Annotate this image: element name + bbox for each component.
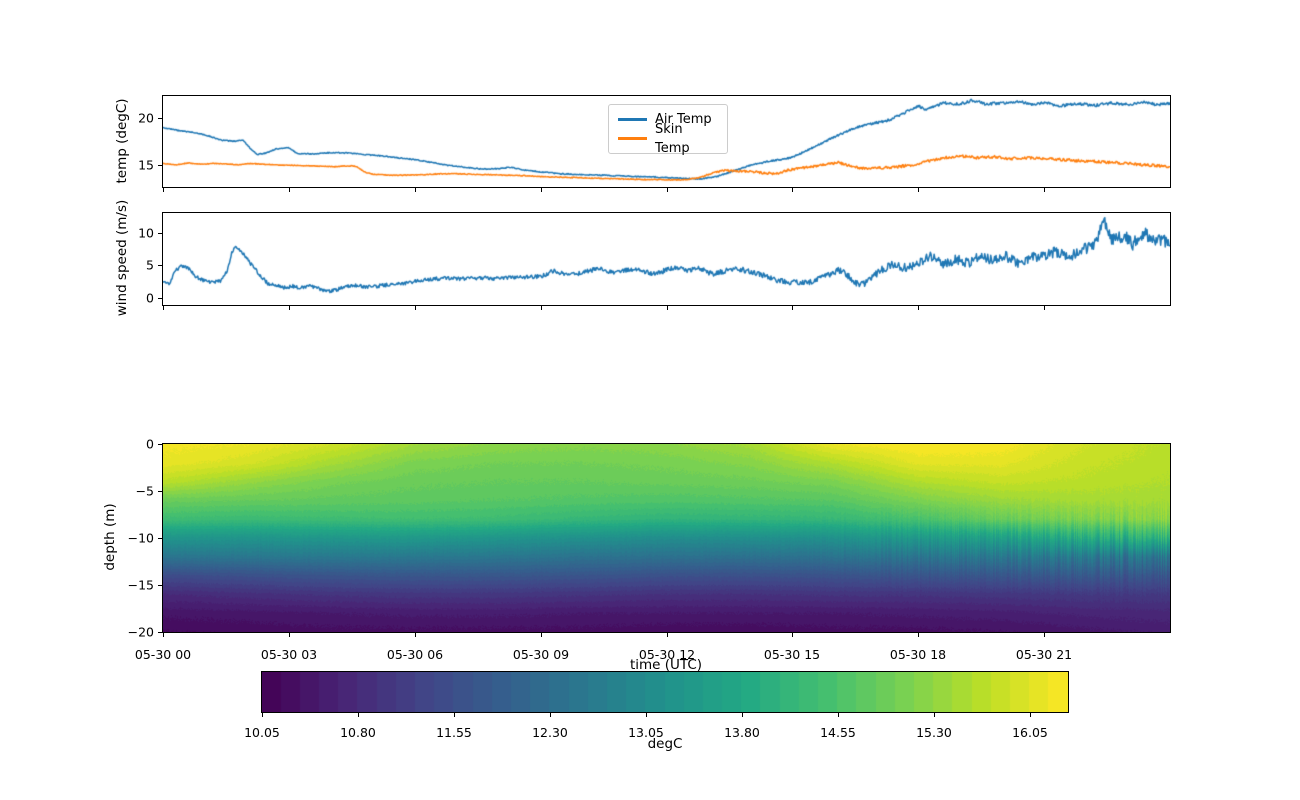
axis-tick <box>289 306 290 310</box>
axis-tick <box>667 633 668 637</box>
axis-tick <box>742 713 743 717</box>
axis-tick <box>792 306 793 310</box>
axis-tick <box>358 713 359 717</box>
axis-tick <box>158 118 162 119</box>
tick-label: 05-30 12 <box>638 647 696 662</box>
tick-label: 05-30 15 <box>763 647 821 662</box>
axis-tick <box>158 233 162 234</box>
axis-tick <box>415 188 416 192</box>
tick-label: −15 <box>127 577 154 593</box>
axis-tick <box>792 633 793 637</box>
tick-label: −10 <box>127 530 154 546</box>
axis-tick <box>1044 306 1045 310</box>
tick-label: 05-30 21 <box>1015 647 1073 662</box>
axis-tick <box>158 538 162 539</box>
axis-tick <box>289 633 290 637</box>
depth-y-axis-label: depth (m) <box>102 503 118 571</box>
axis-tick <box>415 633 416 637</box>
tick-label: 05-30 03 <box>260 647 318 662</box>
axis-tick <box>454 713 455 717</box>
axis-tick <box>918 633 919 637</box>
axis-tick <box>541 633 542 637</box>
air-temp-line-swatch <box>618 118 647 121</box>
time-x-axis-label: time (UTC) <box>629 657 703 673</box>
colorbar-label: degC <box>647 736 683 752</box>
tick-label: 05-30 09 <box>512 647 570 662</box>
tick-label: 12.30 <box>532 725 568 740</box>
legend-label-skin-temp: Skin Temp <box>655 121 690 156</box>
axis-tick <box>163 188 164 192</box>
axis-tick <box>1044 188 1045 192</box>
axis-tick <box>541 188 542 192</box>
axis-tick <box>541 306 542 310</box>
wind-y-axis-label: wind speed (m/s) <box>114 199 130 317</box>
axis-tick <box>158 265 162 266</box>
tick-label: 15.30 <box>916 725 952 740</box>
tick-label: 05-30 18 <box>889 647 947 662</box>
axis-tick <box>646 713 647 717</box>
tick-label: −5 <box>135 483 154 499</box>
tick-label: 05-30 00 <box>134 647 192 662</box>
axis-tick <box>1030 713 1031 717</box>
axis-tick <box>918 306 919 310</box>
tick-label: 10.05 <box>244 725 280 740</box>
axis-tick <box>163 306 164 310</box>
axis-tick <box>158 298 162 299</box>
axis-tick <box>667 306 668 310</box>
tick-label: 20 <box>138 110 154 126</box>
axis-tick <box>550 713 551 717</box>
tick-label: 15 <box>138 157 154 173</box>
skin-temp-line-swatch <box>618 137 647 140</box>
axis-tick <box>289 188 290 192</box>
axis-tick <box>163 633 164 637</box>
wind-speed-chart <box>162 212 1171 306</box>
axis-tick <box>158 444 162 445</box>
axis-tick <box>792 188 793 192</box>
axis-tick <box>1044 633 1045 637</box>
legend-label-air-temp: Air Temp <box>655 112 712 127</box>
tick-label: 10 <box>138 225 154 241</box>
colorbar-canvas <box>262 672 1068 712</box>
colorbar <box>261 671 1069 713</box>
axis-tick <box>918 188 919 192</box>
legend-entry-skin-temp: Skin Temp <box>618 122 719 156</box>
temp-y-axis-label: temp (degC) <box>114 98 130 184</box>
tick-label: 5 <box>146 257 154 273</box>
tick-label: 14.55 <box>820 725 856 740</box>
axis-tick <box>158 165 162 166</box>
depth-temp-heatmap-canvas <box>163 444 1170 632</box>
axis-tick <box>415 306 416 310</box>
tick-label: 0 <box>146 290 154 306</box>
axis-tick <box>158 632 162 633</box>
tick-label: 11.55 <box>436 725 472 740</box>
axis-tick <box>158 585 162 586</box>
axis-tick <box>934 713 935 717</box>
axis-tick <box>158 491 162 492</box>
tick-label: 13.05 <box>628 725 664 740</box>
tick-label: −20 <box>127 624 154 640</box>
tick-label: 13.80 <box>724 725 760 740</box>
depth-temp-heatmap <box>162 443 1171 633</box>
axis-tick <box>838 713 839 717</box>
legend: Air Temp Skin Temp <box>608 104 728 156</box>
legend-entry-air-temp: Air Temp <box>618 110 719 129</box>
tick-label: 16.05 <box>1012 725 1048 740</box>
tick-label: 05-30 06 <box>386 647 444 662</box>
tick-label: 10.80 <box>340 725 376 740</box>
tick-label: 0 <box>146 436 154 452</box>
axis-tick <box>262 713 263 717</box>
axis-tick <box>667 188 668 192</box>
wind-speed-canvas <box>163 213 1170 305</box>
